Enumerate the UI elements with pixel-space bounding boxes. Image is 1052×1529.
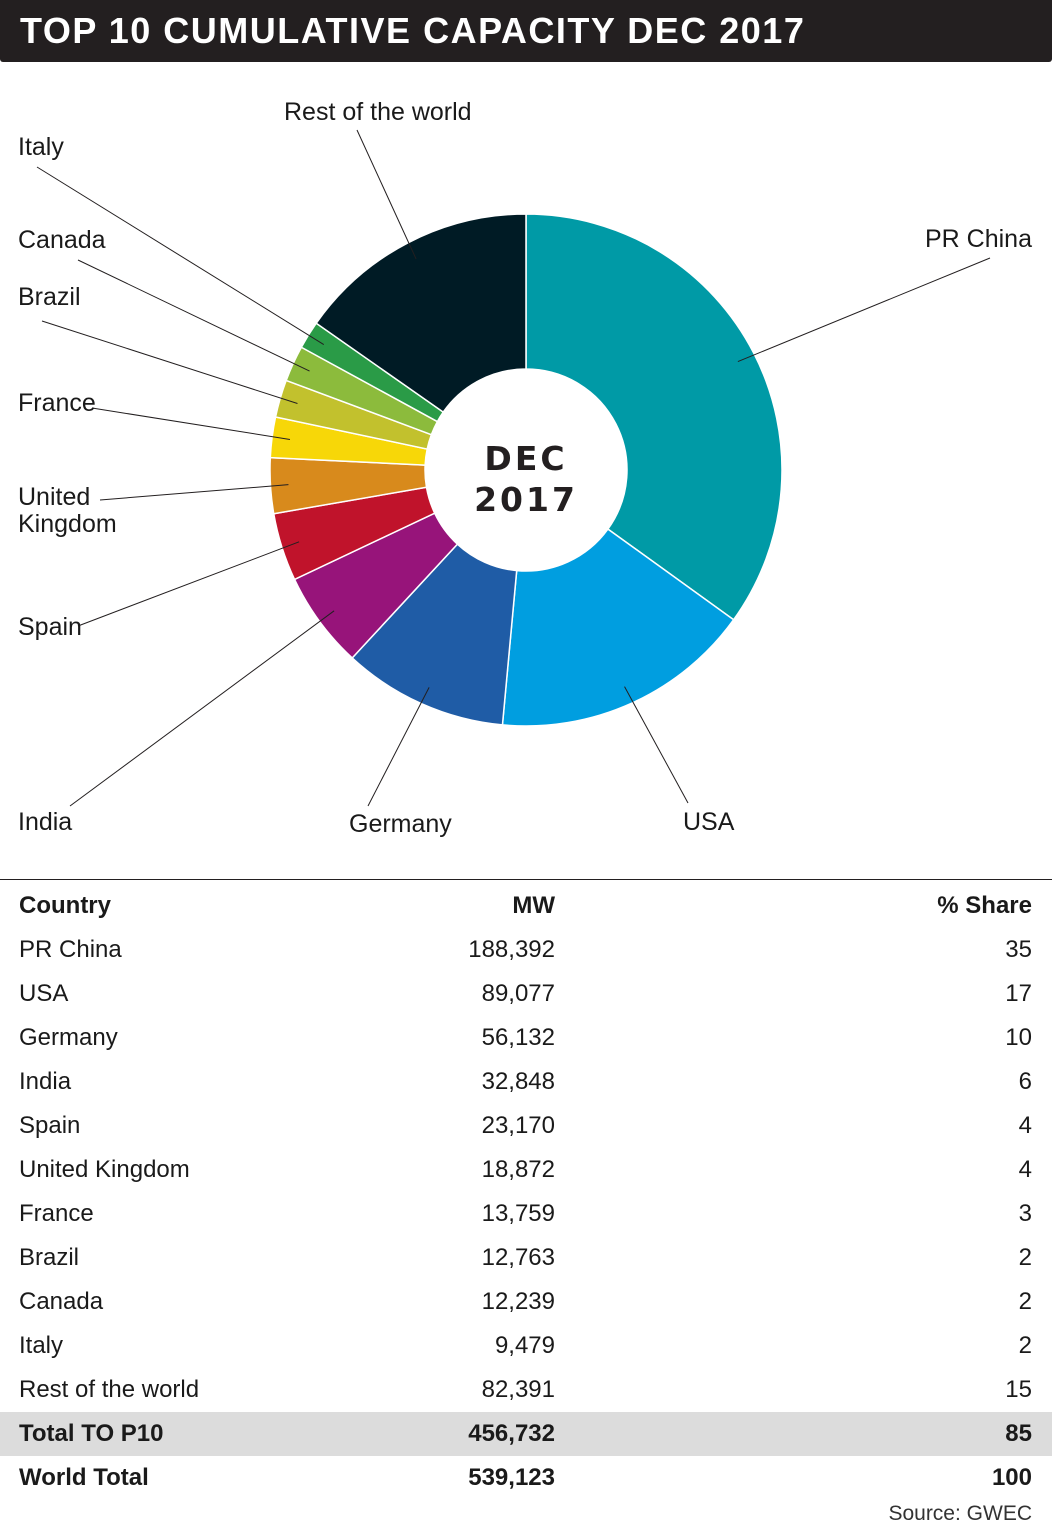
cell-country: United Kingdom — [19, 1156, 190, 1183]
cell-mw: 9,479 — [494, 1332, 555, 1359]
slice-label: Italy — [18, 133, 64, 161]
cell-country: Spain — [19, 1112, 81, 1139]
cell-mw: 82,391 — [481, 1376, 555, 1403]
table-row: Germany 56,132 10 — [0, 1016, 1052, 1060]
cell-share: 17 — [1005, 980, 1032, 1007]
leader-line — [36, 166, 325, 345]
slice-label: PR China — [925, 225, 1032, 253]
chart-title: TOP 10 CUMULATIVE CAPACITY DEC 2017 — [0, 0, 1052, 62]
leader-line — [624, 686, 689, 804]
cell-share: 4 — [1018, 1156, 1032, 1183]
leader-line — [41, 320, 298, 404]
cell-mw: 456,732 — [468, 1420, 555, 1447]
capacity-table: Country MW % Share PR China 188,392 35 U… — [0, 884, 1052, 1500]
cell-mw: 32,848 — [481, 1068, 555, 1095]
leader-line — [99, 484, 289, 501]
cell-share: 85 — [1005, 1420, 1032, 1447]
cell-mw: 23,170 — [481, 1112, 555, 1139]
leader-line — [77, 259, 310, 372]
cell-mw: 56,132 — [481, 1024, 555, 1051]
table-row: Brazil 12,763 2 — [0, 1236, 1052, 1280]
table-row: Canada 12,239 2 — [0, 1280, 1052, 1324]
cell-share: 100 — [991, 1464, 1032, 1491]
slice-usa — [501, 528, 735, 727]
table-divider — [0, 879, 1052, 880]
cell-country: USA — [19, 980, 69, 1007]
cell-share: 2 — [1018, 1332, 1032, 1359]
cell-share: 6 — [1018, 1068, 1032, 1095]
header-share: % Share — [937, 892, 1032, 919]
cell-country: Canada — [19, 1288, 104, 1315]
table-row: USA 89,077 17 — [0, 972, 1052, 1016]
slice-label: Germany — [349, 810, 452, 838]
header-country: Country — [19, 892, 111, 919]
center-label-line-1: DEC — [484, 439, 567, 478]
cell-mw: 89,077 — [481, 980, 555, 1007]
table-row: Spain 23,170 4 — [0, 1104, 1052, 1148]
table-row: India 32,848 6 — [0, 1060, 1052, 1104]
table-header-row: Country MW % Share — [0, 884, 1052, 928]
table-row: France 13,759 3 — [0, 1192, 1052, 1236]
cell-share: 2 — [1018, 1244, 1032, 1271]
total-top10-row: Total TO P10 456,732 85 — [0, 1412, 1052, 1456]
leader-line — [77, 541, 300, 627]
cell-country: Rest of the world — [19, 1376, 200, 1403]
cell-share: 3 — [1018, 1200, 1032, 1227]
slice-label: Spain — [18, 613, 82, 641]
cell-mw: 539,123 — [468, 1464, 555, 1491]
cell-country: Germany — [19, 1024, 118, 1051]
cell-share: 2 — [1018, 1288, 1032, 1315]
leader-line — [367, 687, 430, 807]
slice-label: France — [18, 389, 96, 417]
leader-line — [737, 257, 991, 363]
cell-country: Total TO P10 — [19, 1420, 164, 1447]
cell-mw: 12,763 — [481, 1244, 555, 1271]
donut-hole — [426, 370, 626, 570]
header-mw: MW — [512, 892, 555, 919]
cell-country: Brazil — [19, 1244, 80, 1271]
table-row: Italy 9,479 2 — [0, 1324, 1052, 1368]
slice-label: United Kingdom — [18, 483, 117, 538]
cell-share: 35 — [1005, 936, 1032, 963]
leader-line — [91, 407, 291, 440]
slice-label: USA — [683, 808, 735, 836]
cell-country: PR China — [19, 936, 122, 963]
cell-country: Italy — [19, 1332, 64, 1359]
cell-share: 10 — [1005, 1024, 1032, 1051]
slice-pr-china — [525, 213, 783, 621]
leader-line — [69, 610, 335, 807]
table-row: United Kingdom 18,872 4 — [0, 1148, 1052, 1192]
table-row: Rest of the world 82,391 15 — [0, 1368, 1052, 1412]
slice-germany — [351, 543, 518, 726]
slice-label: India — [18, 808, 72, 836]
cell-country: France — [19, 1200, 94, 1227]
cell-mw: 12,239 — [481, 1288, 555, 1315]
world-total-row: World Total 539,123 100 — [0, 1456, 1052, 1500]
cell-country: India — [19, 1068, 72, 1095]
center-label-line-2: 2017 — [474, 480, 578, 519]
slice-label: Canada — [18, 226, 106, 254]
cell-country: World Total — [19, 1464, 149, 1491]
slice-label: Rest of the world — [284, 98, 472, 126]
cell-mw: 18,872 — [481, 1156, 555, 1183]
slice-label: Brazil — [18, 283, 81, 311]
slice-rest-of-the-world — [315, 213, 527, 414]
cell-share: 4 — [1018, 1112, 1032, 1139]
source-note: Source: GWEC — [888, 1502, 1032, 1525]
cell-mw: 13,759 — [481, 1200, 555, 1227]
table-row: PR China 188,392 35 — [0, 928, 1052, 972]
cell-mw: 188,392 — [468, 936, 555, 963]
leader-line — [356, 129, 417, 260]
donut-chart: PR China USA Germany India Spain United Kingdo… — [18, 98, 1032, 838]
cell-share: 15 — [1005, 1376, 1032, 1403]
